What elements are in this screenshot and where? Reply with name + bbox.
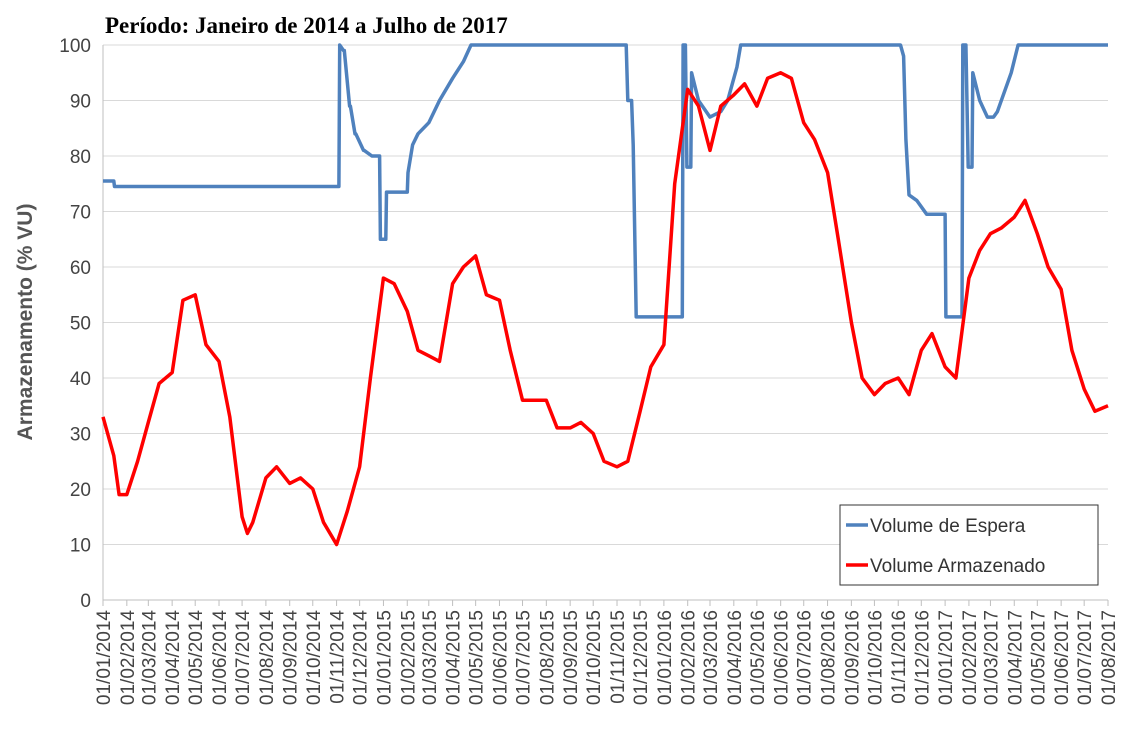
x-tick-label: 01/04/2014 <box>163 610 184 706</box>
x-tick-label: 01/10/2015 <box>584 610 605 705</box>
y-tick-label: 70 <box>70 203 91 224</box>
y-tick-label: 80 <box>70 147 91 168</box>
y-tick-label: 100 <box>59 36 91 57</box>
y-tick-label: 30 <box>70 425 91 446</box>
x-tick-label: 01/02/2014 <box>118 610 139 706</box>
x-tick-label: 01/05/2015 <box>467 610 488 705</box>
legend-label: Volume de Espera <box>870 516 1026 537</box>
x-tick-label: 01/02/2016 <box>679 610 700 705</box>
y-tick-label: 10 <box>70 536 91 557</box>
x-tick-label: 01/01/2014 <box>94 610 115 706</box>
x-tick-label: 01/10/2016 <box>865 610 886 705</box>
series-line <box>103 43 1108 319</box>
x-tick-label: 01/09/2014 <box>281 610 302 706</box>
x-tick-label: 01/03/2015 <box>420 610 441 705</box>
legend-box <box>839 504 1099 586</box>
x-tick-label: 01/08/2017 <box>1099 610 1120 705</box>
x-tick-label: 01/04/2017 <box>1005 610 1026 705</box>
x-tick-label: 01/09/2015 <box>561 610 582 705</box>
y-tick-label: 90 <box>70 92 91 113</box>
x-tick-label: 01/05/2017 <box>1028 610 1049 705</box>
x-tick-label: 01/12/2016 <box>912 610 933 705</box>
x-tick-label: 01/05/2016 <box>748 610 769 705</box>
x-tick-label: 01/02/2017 <box>960 610 981 705</box>
x-tick-label: 01/07/2016 <box>795 610 816 705</box>
y-tick-label: 40 <box>70 369 91 390</box>
x-tick-label: 01/11/2015 <box>608 610 629 704</box>
x-tick-label: 01/03/2016 <box>701 610 722 705</box>
x-tick-label: 01/01/2017 <box>936 610 957 705</box>
x-tick-label: 01/03/2017 <box>981 610 1002 705</box>
legend-label: Volume Armazenado <box>870 556 1045 577</box>
x-tick-label: 01/09/2016 <box>842 610 863 705</box>
x-tick-label: 01/02/2015 <box>398 610 419 705</box>
x-tick-label: 01/01/2015 <box>374 610 395 705</box>
x-tick-label: 01/08/2016 <box>819 610 840 705</box>
x-tick-label: 01/07/2014 <box>233 610 254 706</box>
y-tick-label: 60 <box>70 258 91 279</box>
x-tick-label: 01/04/2015 <box>444 610 465 705</box>
x-tick-label: 01/06/2017 <box>1052 610 1073 705</box>
x-tick-label: 01/11/2016 <box>889 610 910 704</box>
y-axis-label: Armazenamento (% VU) <box>14 204 37 441</box>
y-tick-label: 20 <box>70 480 91 501</box>
legend: Volume de Espera Volume Armazenado <box>839 504 1099 586</box>
x-tick-label: 01/04/2016 <box>725 610 746 705</box>
x-tick-label: 01/05/2014 <box>186 610 207 706</box>
x-tick-label: 01/12/2015 <box>631 610 652 705</box>
y-tick-label: 0 <box>80 591 91 612</box>
chart-title: Período: Janeiro de 2014 a Julho de 2017 <box>105 13 508 38</box>
x-tick-label: 01/03/2014 <box>139 610 160 706</box>
x-tick-label: 01/10/2014 <box>304 610 325 706</box>
x-tick-label: 01/12/2014 <box>351 610 372 706</box>
x-tick-label: 01/07/2015 <box>514 610 535 705</box>
x-tick-label: 01/08/2015 <box>537 610 558 705</box>
y-tick-label: 50 <box>70 314 91 335</box>
x-tick-label: 01/07/2017 <box>1075 610 1096 705</box>
x-tick-label: 01/11/2014 <box>328 610 349 704</box>
x-tick-label: 01/06/2016 <box>772 610 793 705</box>
series-line <box>101 71 1109 547</box>
x-tick-label: 01/06/2015 <box>490 610 511 705</box>
x-tick-label: 01/01/2016 <box>655 610 676 705</box>
x-tick-label: 01/06/2014 <box>210 610 231 706</box>
x-tick-label: 01/08/2014 <box>257 610 278 706</box>
